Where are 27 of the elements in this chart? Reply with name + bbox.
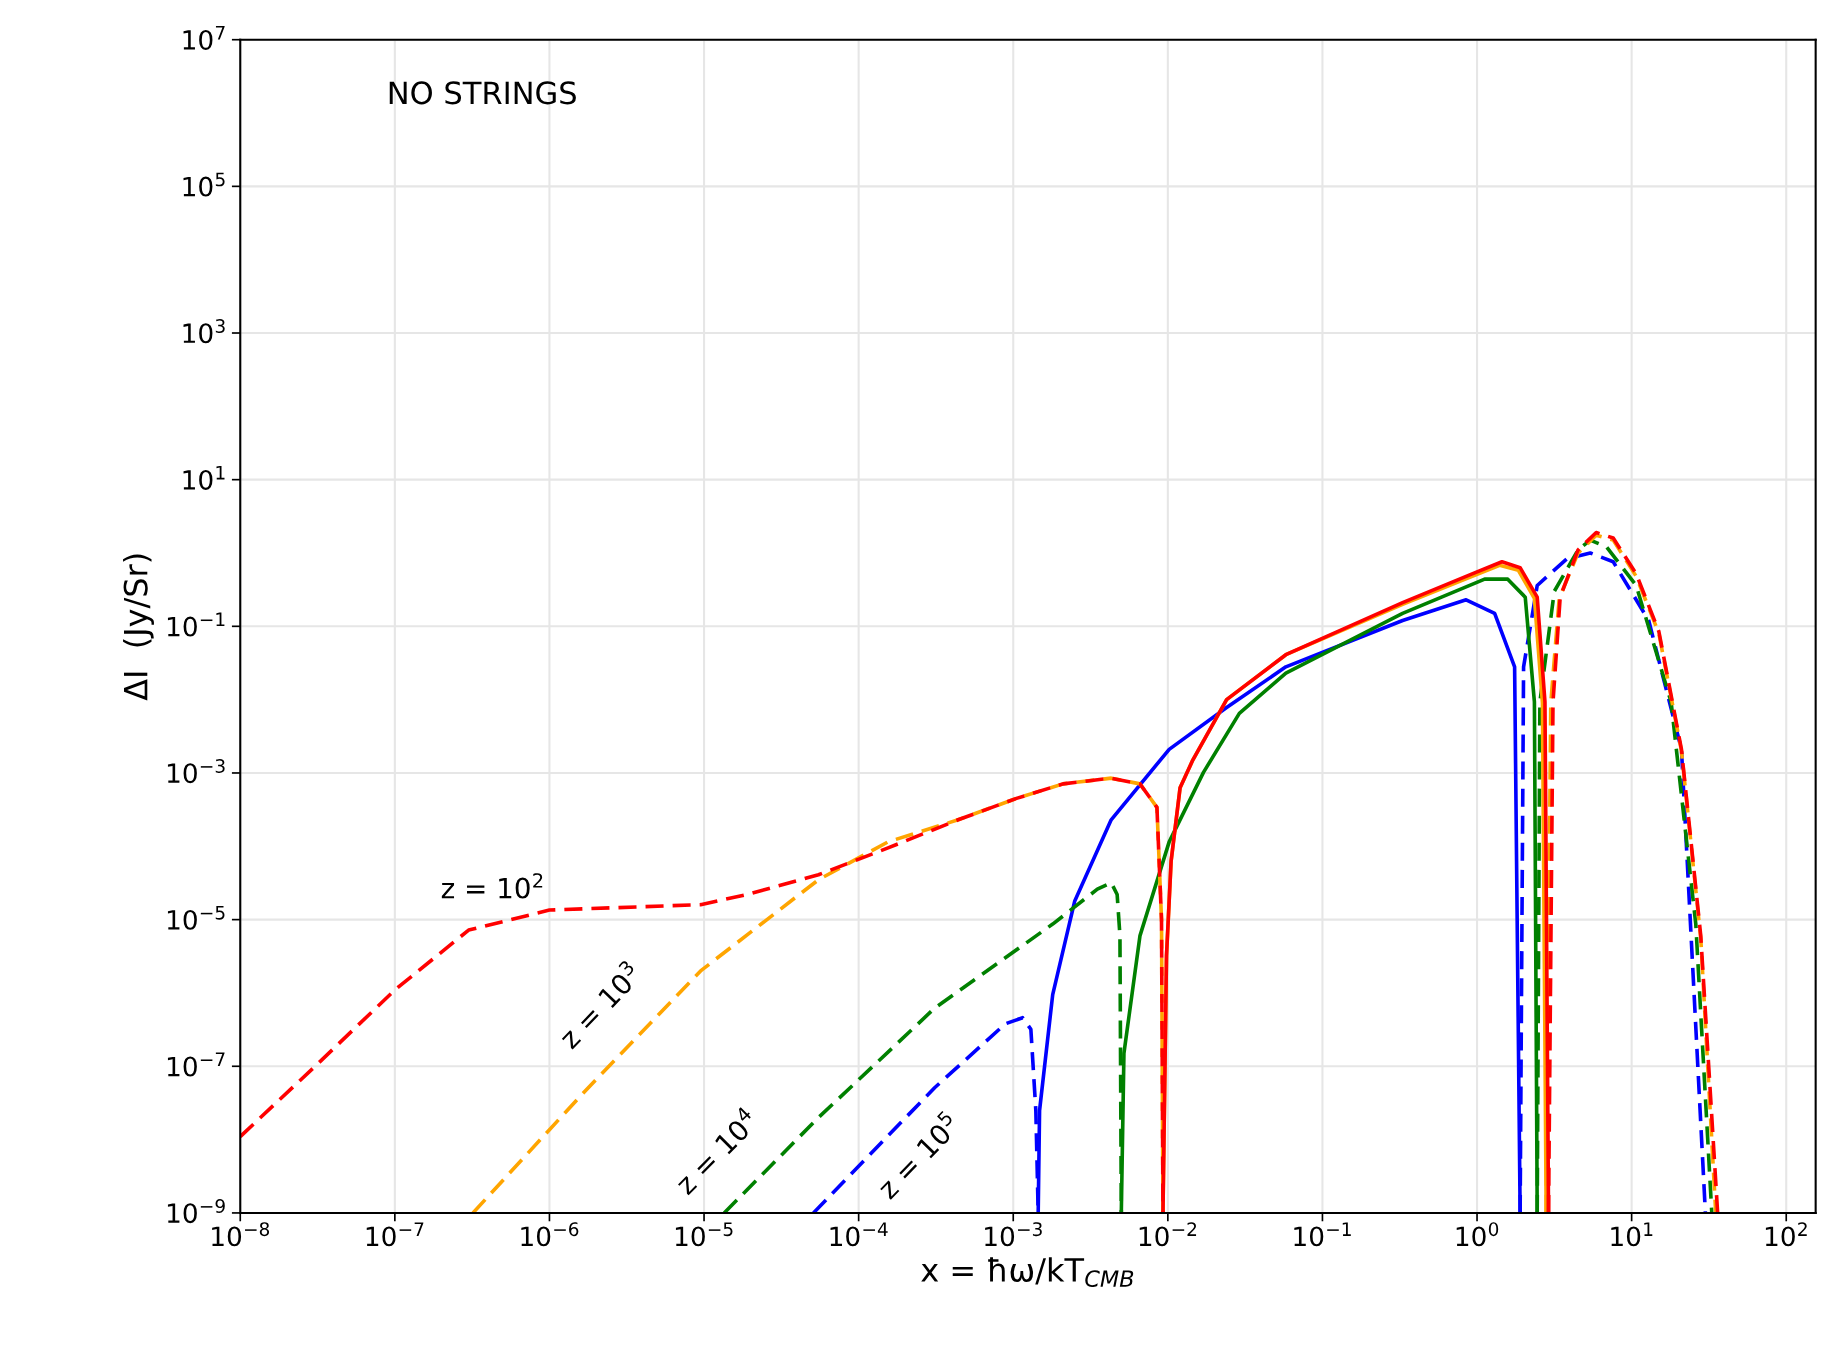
y-tick-label: 10$^{−3}$ [167, 758, 225, 784]
y-tick-label: 10$^{−9}$ [167, 1198, 225, 1224]
x-axis-title: x = ħω/kT$_{CMB}$ [921, 1257, 1134, 1288]
x-tick-label: 10$^{−4}$ [830, 1222, 888, 1247]
text: z = 10$^{5}$ [873, 1110, 962, 1201]
y-tick-label: 10$^{1}$ [183, 465, 225, 490]
series-label: z = 10$^{2}$ [441, 873, 543, 899]
y-tick-label: 10$^{7}$ [183, 25, 225, 50]
x-tick-label: 10$^{2}$ [1765, 1222, 1807, 1247]
x-tick-label: 10$^{−5}$ [675, 1222, 733, 1247]
text: z = 10$^{3}$ [554, 959, 643, 1050]
y-tick-label: 10$^{3}$ [183, 319, 225, 344]
x-tick-label: 10$^{−2}$ [1139, 1222, 1197, 1247]
x-tick-label: 10$^{0}$ [1456, 1222, 1499, 1247]
y-tick-label: 10$^{−1}$ [167, 612, 225, 637]
x-tick-label: 10$^{−8}$ [212, 1222, 270, 1247]
x-tick-label: 10$^{−1}$ [1294, 1222, 1351, 1247]
x-tick-label: 10$^{−3}$ [985, 1222, 1042, 1247]
y-tick-label: 10$^{−5}$ [167, 905, 225, 930]
y-axis-title: ΔI (Jy/Sr) [123, 554, 154, 701]
x-tick-label: 10$^{−6}$ [521, 1222, 579, 1247]
y-tick-label: 10$^{−7}$ [167, 1052, 225, 1077]
annotation: NO STRINGS [389, 81, 576, 105]
text: z = 10$^{4}$ [670, 1105, 761, 1196]
x-tick-label: 10$^{1}$ [1611, 1222, 1653, 1247]
x-tick-label: 10$^{−7}$ [366, 1222, 424, 1247]
y-tick-label: 10$^{5}$ [183, 172, 225, 197]
